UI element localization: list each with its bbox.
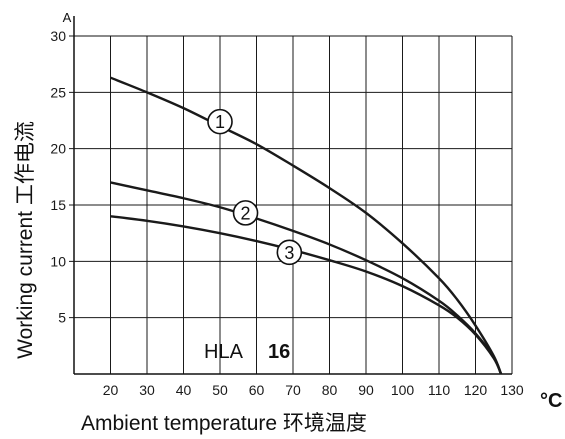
x-axis-unit: °C <box>540 390 562 412</box>
y-tick-label: 5 <box>58 310 66 326</box>
x-tick-label: 70 <box>285 382 301 398</box>
curve-marker-circle <box>276 239 303 266</box>
curve-marker-circle <box>232 200 259 226</box>
model-number: 16 <box>268 341 290 363</box>
x-tick-label: 110 <box>428 382 451 398</box>
y-tick-label: 25 <box>50 84 66 100</box>
y-axis-unit: A <box>63 10 72 25</box>
x-tick-label: 40 <box>176 382 192 398</box>
y-tick-label: 20 <box>50 141 66 157</box>
x-tick-label: 30 <box>139 382 155 398</box>
series-curve-1 <box>110 76 503 375</box>
x-tick-label: 20 <box>103 382 119 398</box>
y-tick-label: 15 <box>50 197 66 213</box>
x-axis-title: Ambient temperature 环境温度 <box>81 412 367 435</box>
series-curve-3 <box>110 215 503 375</box>
x-tick-label: 130 <box>500 382 524 398</box>
curve-marker-circle <box>207 108 233 135</box>
x-tick-label: 60 <box>249 382 265 398</box>
x-tick-label: 50 <box>212 382 228 398</box>
axes <box>73 16 513 375</box>
x-tick-label: 100 <box>391 382 415 398</box>
curve-marker-label: 1 <box>215 112 225 132</box>
y-tick-label: 30 <box>50 28 66 44</box>
labels: 20 30 40 50 60 70 80 90 100 110 120 130 5 10 15 20 25 30 1… <box>50 28 523 398</box>
curve-marker-label: 2 <box>241 203 251 223</box>
y-axis-title: Working current 工作电流 <box>14 121 37 359</box>
y-tick-label: 10 <box>50 253 66 269</box>
x-tick-label: 80 <box>322 382 338 398</box>
curves <box>110 76 503 375</box>
series-curve-2 <box>110 181 503 375</box>
x-tick-label: 120 <box>464 382 488 398</box>
model-label: HLA <box>204 341 244 363</box>
curve-marker-label: 3 <box>284 243 294 263</box>
x-tick-label: 90 <box>358 382 374 398</box>
